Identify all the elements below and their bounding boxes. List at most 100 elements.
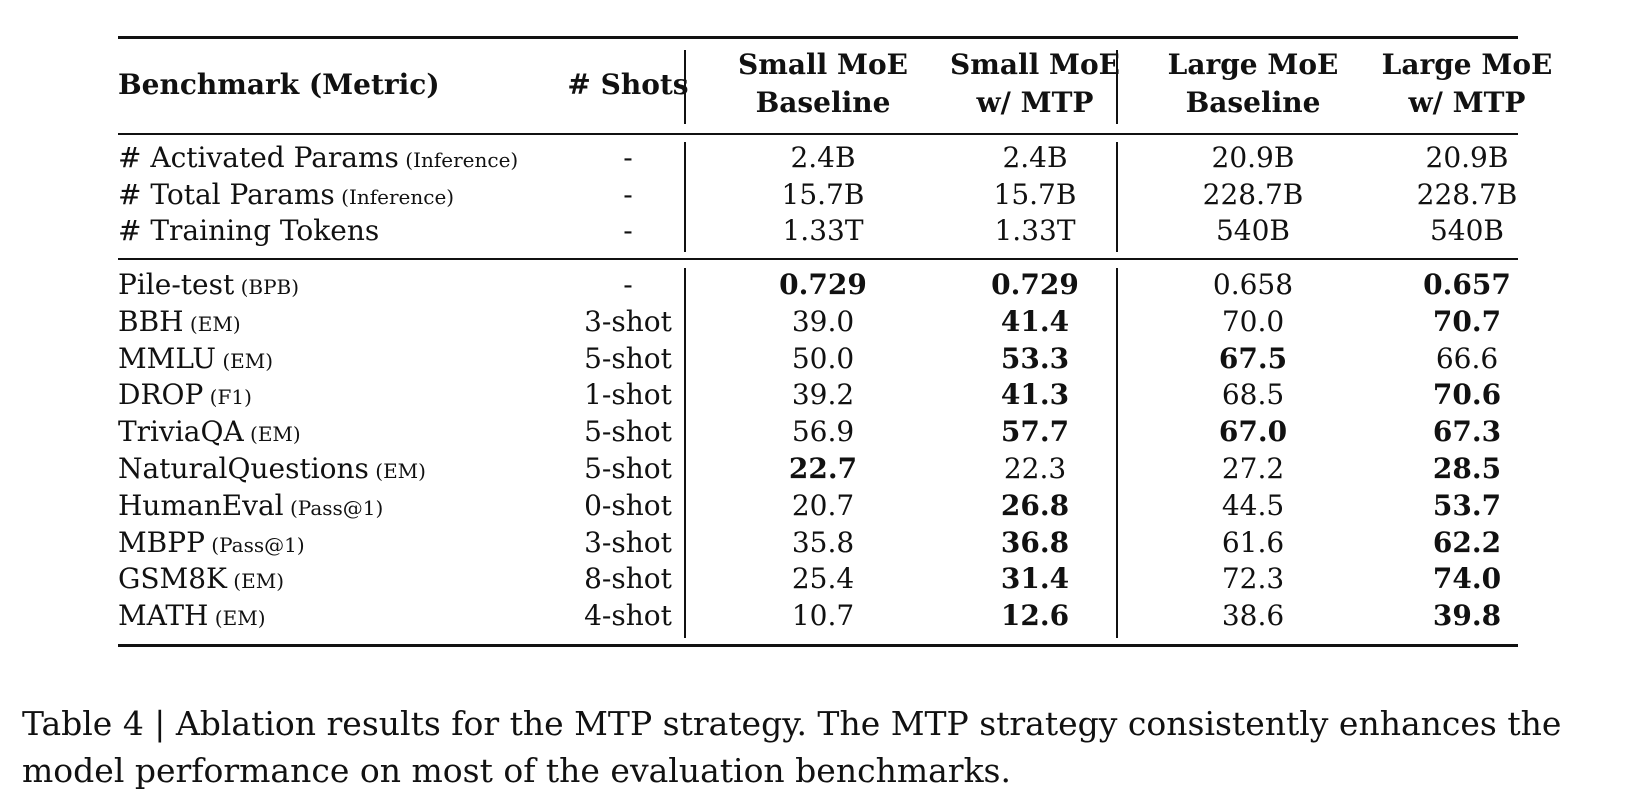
table-row: MMLU (EM) 5-shot 50.0 53.3 67.5 66.6 xyxy=(118,340,1518,378)
benchmark-name: MBPP xyxy=(118,525,205,559)
table-row: BBH (EM) 3-shot 39.0 41.4 70.0 70.7 xyxy=(118,303,1518,341)
value-cell-col1: 39.0 xyxy=(791,304,855,338)
header-col3-line2: Baseline xyxy=(1185,86,1321,119)
shots-cell: 4-shot xyxy=(584,599,672,633)
value-cell-col2: 53.3 xyxy=(1000,341,1070,375)
value-cell-col3: 70.0 xyxy=(1221,304,1285,338)
table-row: NaturalQuestions (EM) 5-shot 22.7 22.3 27.2 2… xyxy=(118,450,1518,488)
value-cell-col2: 15.7B xyxy=(993,177,1077,211)
benchmark-name: DROP xyxy=(118,378,204,412)
table-row: MBPP (Pass@1) 3-shot 35.8 36.8 61.6 62.2 xyxy=(118,524,1518,562)
value-cell-col1: 2.4B xyxy=(790,141,856,174)
value-cell-col2: 57.7 xyxy=(1000,415,1070,449)
caption-line-1: Table 4 | Ablation results for the MTP s… xyxy=(22,704,1562,743)
header-col3: Large MoE Baseline xyxy=(1118,46,1388,122)
value-cell-col3: 44.5 xyxy=(1221,488,1285,522)
row-label: MATH (EM) xyxy=(118,597,558,635)
value-cell-col2: 0.729 xyxy=(991,268,1079,301)
value-cell-col2: 12.6 xyxy=(1000,599,1070,633)
header-col4: Large MoE w/ MTP xyxy=(1332,46,1602,122)
header-col2-line2: w/ MTP xyxy=(976,86,1094,119)
header-col4-line2: w/ MTP xyxy=(1408,86,1526,119)
benchmark-name: # Total Params xyxy=(118,177,335,211)
value-cell-col2: 41.3 xyxy=(1000,378,1070,412)
shots-cell: - xyxy=(623,177,633,211)
header-shots: # Shots xyxy=(567,68,689,101)
value-cell-col4: 0.657 xyxy=(1423,268,1511,301)
shots-cell: - xyxy=(623,268,633,301)
shots-cell: 3-shot xyxy=(584,525,672,559)
metric-label: (BPB) xyxy=(234,275,300,299)
value-cell-col2: 41.4 xyxy=(1000,304,1070,338)
benchmark-name: BBH xyxy=(118,304,184,338)
metric-label: (EM) xyxy=(243,422,301,447)
row-label: TriviaQA (EM) xyxy=(118,413,558,451)
metric-label: (F1) xyxy=(203,385,252,410)
table-row: DROP (F1) 1-shot 39.2 41.3 68.5 70.6 xyxy=(118,376,1518,414)
value-cell-col1: 1.33T xyxy=(782,214,864,247)
value-cell-col3: 540B xyxy=(1215,214,1291,247)
benchmark-name: MMLU xyxy=(118,341,216,375)
value-cell-col1: 10.7 xyxy=(791,599,855,633)
metric-label: (EM) xyxy=(216,348,274,373)
metric-label: (Pass@1) xyxy=(204,532,305,557)
value-cell-col4: 540B xyxy=(1429,214,1505,247)
value-cell-col4: 70.7 xyxy=(1432,304,1502,338)
value-cell-col4: 74.0 xyxy=(1432,562,1502,596)
value-cell-col4: 20.9B xyxy=(1425,141,1509,174)
header-vline-1 xyxy=(684,50,686,124)
value-cell-col4: 228.7B xyxy=(1416,177,1518,211)
metric-label: (EM) xyxy=(226,569,284,594)
value-cell-col3: 38.6 xyxy=(1221,599,1285,633)
value-cell-col1: 25.4 xyxy=(791,562,855,596)
header-benchmark: Benchmark (Metric) xyxy=(118,68,440,101)
table-row: TriviaQA (EM) 5-shot 56.9 57.7 67.0 67.3 xyxy=(118,413,1518,451)
row-label: # Activated Params (Inference) xyxy=(118,139,558,177)
value-cell-col1: 15.7B xyxy=(781,177,865,211)
table-row: Pile-test (BPB) - 0.729 0.729 0.658 0.657 xyxy=(118,266,1518,304)
value-cell-col2: 1.33T xyxy=(994,214,1076,247)
metric-label: (Inference) xyxy=(334,184,455,209)
shots-cell: 3-shot xyxy=(584,304,672,338)
benchmark-name: MATH xyxy=(118,599,209,633)
value-cell-col3: 72.3 xyxy=(1221,562,1285,596)
value-cell-col1: 0.729 xyxy=(779,268,867,301)
header-col4-line1: Large MoE xyxy=(1381,48,1553,81)
value-cell-col4: 62.2 xyxy=(1432,525,1502,559)
header-col2-line1: Small MoE xyxy=(949,48,1121,81)
row-label: BBH (EM) xyxy=(118,303,558,341)
row-label: NaturalQuestions (EM) xyxy=(118,450,558,488)
value-cell-col2: 36.8 xyxy=(1000,525,1070,559)
value-cell-col1: 35.8 xyxy=(791,525,855,559)
shots-cell: 5-shot xyxy=(584,415,672,449)
value-cell-col1: 22.7 xyxy=(788,452,858,485)
benchmark-name: Pile-test xyxy=(118,268,235,301)
benchmark-name: NaturalQuestions xyxy=(118,452,369,485)
table-row: # Activated Params (Inference) - 2.4B 2.4B 2… xyxy=(118,139,1518,177)
value-cell-col4: 28.5 xyxy=(1432,452,1502,485)
header-col1-line2: Baseline xyxy=(755,86,891,119)
header-col1-line1: Small MoE xyxy=(737,48,909,81)
value-cell-col3: 27.2 xyxy=(1221,452,1285,485)
metric-label: (Pass@1) xyxy=(283,495,384,520)
table-row: GSM8K (EM) 8-shot 25.4 31.4 72.3 74.0 xyxy=(118,560,1518,598)
metric-label: (EM) xyxy=(208,606,266,631)
benchmark-name: GSM8K xyxy=(118,562,227,596)
value-cell-col3: 228.7B xyxy=(1202,177,1304,211)
bench-vline-2 xyxy=(1116,268,1118,638)
value-cell-col4: 70.6 xyxy=(1432,378,1502,412)
value-cell-col4: 67.3 xyxy=(1432,415,1502,449)
value-cell-col3: 61.6 xyxy=(1221,525,1285,559)
header-col2: Small MoE w/ MTP xyxy=(900,46,1170,122)
shots-cell: 1-shot xyxy=(584,378,672,412)
benchmark-name: # Activated Params xyxy=(118,141,399,174)
value-cell-col1: 50.0 xyxy=(791,341,855,375)
bench-vline-1 xyxy=(684,268,686,638)
metric-label: (EM) xyxy=(183,311,241,336)
row-label: DROP (F1) xyxy=(118,376,558,414)
value-cell-col2: 2.4B xyxy=(1002,141,1068,174)
value-cell-col4: 39.8 xyxy=(1432,599,1502,633)
caption-line-2: model performance on most of the evaluat… xyxy=(22,751,1011,790)
shots-cell: 0-shot xyxy=(584,488,672,522)
shots-cell: - xyxy=(623,141,633,174)
